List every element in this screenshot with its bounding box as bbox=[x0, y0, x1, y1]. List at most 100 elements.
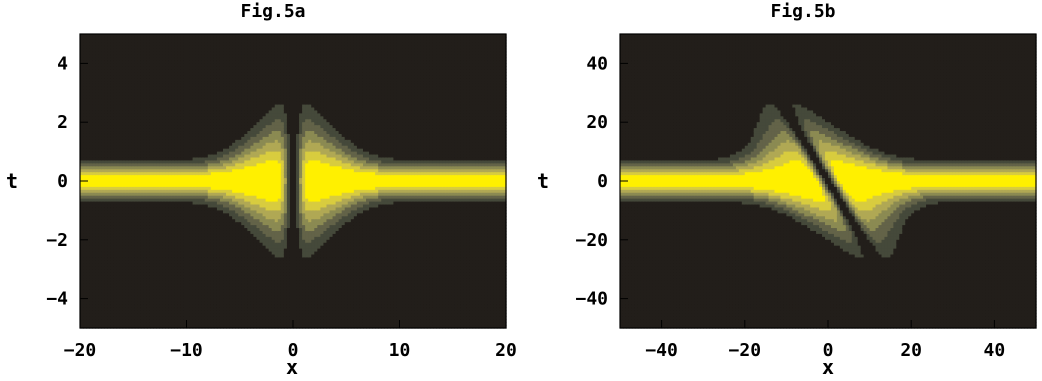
contour-cell bbox=[125, 289, 130, 294]
contour-cell bbox=[83, 325, 87, 329]
contour-cell bbox=[95, 151, 99, 156]
contour-cell bbox=[128, 310, 133, 314]
contour-cell bbox=[104, 136, 108, 141]
contour-cell bbox=[101, 228, 105, 232]
contour-cell bbox=[80, 110, 84, 114]
contour-cell bbox=[83, 189, 87, 194]
contour-cell bbox=[107, 266, 112, 270]
contour-cell bbox=[137, 210, 142, 214]
contour-cell bbox=[143, 198, 148, 203]
contour-cell bbox=[98, 283, 102, 288]
contour-cell bbox=[146, 42, 151, 47]
contour-cell bbox=[122, 210, 127, 214]
contour-cell bbox=[83, 34, 87, 38]
contour-cell bbox=[146, 66, 151, 70]
contour-cell bbox=[95, 160, 99, 164]
contour-cell bbox=[86, 63, 90, 67]
contour-cell bbox=[113, 204, 118, 209]
contour-cell bbox=[107, 207, 112, 211]
contour-cell bbox=[122, 122, 127, 126]
contour-cell bbox=[104, 204, 108, 209]
contour-cell bbox=[134, 72, 139, 76]
contour-cell bbox=[137, 75, 142, 79]
contour-cell bbox=[80, 122, 84, 126]
contour-cell bbox=[137, 122, 142, 126]
contour-cell bbox=[101, 39, 105, 44]
contour-cell bbox=[110, 54, 115, 59]
contour-cell bbox=[104, 254, 108, 259]
contour-cell bbox=[95, 57, 99, 62]
contour-cell bbox=[98, 248, 102, 253]
contour-cell bbox=[83, 169, 87, 173]
contour-cell bbox=[113, 228, 118, 232]
contour-cell bbox=[101, 122, 105, 126]
contour-cell bbox=[86, 183, 90, 188]
contour-cell bbox=[101, 154, 105, 159]
contour-cell bbox=[95, 133, 99, 138]
contour-cell bbox=[104, 248, 108, 253]
contour-cell bbox=[110, 242, 115, 247]
contour-cell bbox=[122, 69, 127, 73]
contour-cell bbox=[134, 136, 139, 141]
contour-cell bbox=[113, 142, 118, 147]
contour-cell bbox=[128, 160, 133, 164]
contour-cell bbox=[104, 283, 108, 288]
contour-cell bbox=[89, 154, 93, 159]
contour-cell bbox=[92, 89, 96, 94]
contour-cell bbox=[89, 163, 93, 167]
contour-cell bbox=[134, 110, 139, 114]
contour-cell bbox=[101, 169, 105, 173]
contour-cell bbox=[80, 75, 84, 79]
contour-cell bbox=[122, 86, 127, 91]
contour-cell bbox=[122, 289, 127, 294]
contour-cell bbox=[134, 172, 139, 176]
contour-cell bbox=[137, 95, 142, 100]
contour-cell bbox=[86, 266, 90, 270]
contour-cell bbox=[143, 145, 148, 150]
contour-cell bbox=[89, 269, 93, 273]
contour-cell bbox=[122, 107, 127, 112]
contour-cell bbox=[119, 225, 124, 229]
contour-cell bbox=[119, 131, 124, 135]
contour-cell bbox=[86, 98, 90, 103]
contour-cell bbox=[146, 145, 151, 150]
contour-cell bbox=[101, 213, 105, 217]
contour-cell bbox=[128, 248, 133, 253]
contour-cell bbox=[125, 239, 130, 244]
contour-cell bbox=[131, 186, 136, 191]
contour-cell bbox=[122, 301, 127, 306]
contour-cell bbox=[98, 66, 102, 70]
contour-cell bbox=[92, 192, 96, 197]
contour-cell bbox=[83, 69, 87, 73]
contour-cell bbox=[98, 295, 102, 300]
contour-cell bbox=[122, 319, 127, 323]
contour-cell bbox=[95, 175, 99, 179]
contour-cell bbox=[83, 60, 87, 64]
contour-cell bbox=[119, 210, 124, 214]
contour-cell bbox=[143, 201, 148, 206]
contour-cell bbox=[113, 125, 118, 129]
contour-cell bbox=[101, 307, 105, 311]
contour-cell bbox=[134, 233, 139, 238]
contour-cell bbox=[113, 225, 118, 229]
contour-cell bbox=[113, 157, 118, 162]
contour-cell bbox=[140, 54, 145, 59]
contour-cell bbox=[104, 139, 108, 144]
contour-cell bbox=[80, 34, 84, 38]
contour-cell bbox=[104, 98, 108, 103]
contour-cell bbox=[131, 128, 136, 132]
contour-cell bbox=[92, 128, 96, 132]
contour-cell bbox=[89, 301, 93, 306]
contour-cell bbox=[131, 195, 136, 200]
contour-cell bbox=[128, 72, 133, 76]
contour-cell bbox=[134, 175, 139, 179]
contour-cell bbox=[119, 307, 124, 311]
contour-cell bbox=[125, 201, 130, 206]
contour-cell bbox=[83, 48, 87, 53]
contour-cell bbox=[137, 266, 142, 270]
contour-cell bbox=[137, 310, 142, 314]
contour-cell bbox=[86, 81, 90, 85]
contour-cell bbox=[125, 313, 130, 317]
contour-cell bbox=[134, 292, 139, 297]
contour-cell bbox=[116, 325, 121, 329]
